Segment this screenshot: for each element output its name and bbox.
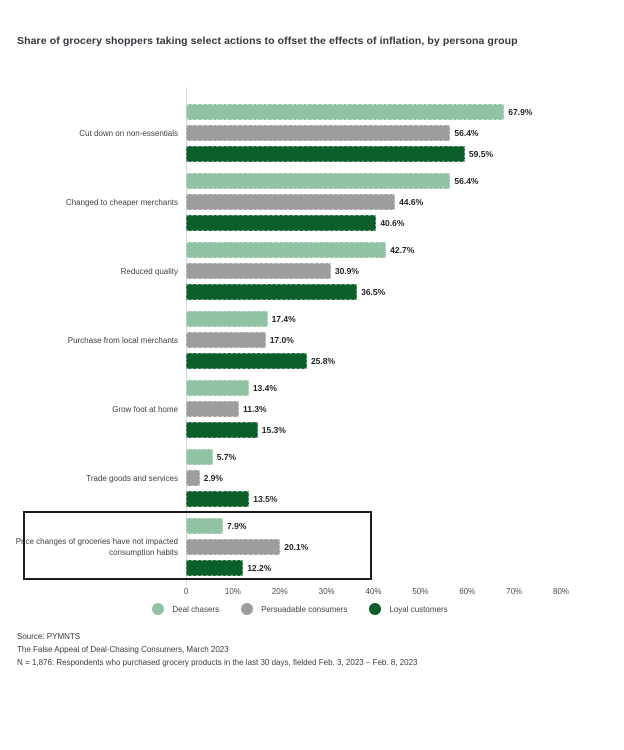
x-tick-label: 60% — [459, 587, 476, 596]
bar-value-label: 7.9% — [227, 521, 247, 531]
category-label: Purchase from local merchants — [67, 335, 178, 345]
footer-source: Source: PYMNTS — [17, 632, 81, 641]
footer-sample-note: N = 1,876: Respondents who purchased gro… — [17, 658, 418, 667]
x-tick-label: 20% — [271, 587, 288, 596]
bar-persuadable-consumers — [186, 263, 331, 279]
bar-persuadable-consumers — [186, 194, 396, 210]
category-label: Trade goods and services — [86, 473, 178, 483]
bar-value-label: 36.5% — [361, 287, 386, 297]
chart-footer: Source: PYMNTS The False Appeal of Deal-… — [17, 630, 611, 669]
bar-persuadable-consumers — [186, 125, 451, 141]
bar-deal-chasers — [186, 173, 451, 189]
legend-dot-icon — [241, 603, 254, 615]
bar-value-label: 56.4% — [454, 128, 479, 138]
bar-persuadable-consumers — [186, 539, 281, 555]
bar-loyal-customers — [186, 491, 250, 507]
bar-persuadable-consumers — [186, 470, 200, 486]
bar-value-label: 15.3% — [261, 425, 286, 435]
bar-deal-chasers — [186, 518, 224, 534]
legend-dot-icon — [369, 603, 382, 615]
bar-deal-chasers — [186, 104, 505, 120]
x-tick-label: 30% — [318, 587, 335, 596]
legend-item: Loyal customers — [369, 603, 448, 615]
bar-value-label: 5.7% — [216, 452, 237, 462]
bar-value-label: 56.4% — [454, 176, 479, 186]
bar-value-label: 25.8% — [310, 356, 336, 366]
bar-value-label: 42.7% — [390, 245, 415, 255]
category-label: Reduced quality — [120, 266, 178, 276]
bar-deal-chasers — [186, 311, 268, 327]
bar-value-label: 59.5% — [468, 149, 494, 159]
bar-loyal-customers — [186, 353, 307, 369]
bar-value-label: 20.1% — [284, 542, 309, 552]
bar-deal-chasers — [186, 449, 213, 465]
category-label: Grow foot at home — [112, 404, 178, 414]
x-tick-label: 10% — [224, 587, 241, 596]
legend-item: Persuadable consumers — [241, 603, 347, 615]
bar-value-label: 11.3% — [242, 404, 267, 414]
bar-value-label: 13.5% — [253, 494, 278, 504]
legend-label: Loyal customers — [389, 604, 448, 614]
bar-persuadable-consumers — [186, 332, 266, 348]
legend: Deal chasers Persuadable consumers Loyal c… — [0, 603, 612, 615]
bar-value-label: 17.0% — [269, 335, 294, 345]
bar-value-label: 40.6% — [380, 218, 405, 228]
bar-value-label: 2.9% — [203, 473, 223, 483]
bar-loyal-customers — [186, 146, 465, 162]
bar-value-label: 17.4% — [271, 314, 296, 324]
legend-dot-icon — [152, 603, 165, 615]
legend-label: Persuadable consumers — [261, 604, 348, 614]
bar-loyal-customers — [186, 422, 258, 438]
bar-value-label: 44.6% — [399, 197, 424, 207]
x-tick-label: 0 — [183, 587, 189, 596]
x-tick-label: 40% — [365, 587, 382, 596]
bar-value-label: 67.9% — [508, 107, 533, 117]
bar-value-label: 12.2% — [247, 563, 272, 573]
chart-title: Share of grocery shoppers taking select … — [17, 35, 518, 47]
highlight-box — [23, 511, 372, 580]
bar-deal-chasers — [186, 380, 249, 396]
x-tick-label: 80% — [552, 587, 570, 596]
legend-item: Deal chasers — [152, 603, 219, 615]
bar-loyal-customers — [186, 215, 377, 231]
legend-label: Deal chasers — [172, 604, 220, 614]
x-tick-label: 70% — [506, 587, 523, 596]
category-label: Price changes of groceries have not impa… — [15, 537, 178, 557]
footer-publication: The False Appeal of Deal-Chasing Consume… — [17, 645, 229, 654]
x-tick-label: 50% — [412, 587, 429, 596]
category-label: Cut down on non-essentials — [79, 128, 178, 138]
bar-value-label: 13.4% — [252, 383, 277, 393]
bar-persuadable-consumers — [186, 401, 239, 417]
bar-deal-chasers — [186, 242, 387, 258]
category-label: Changed to cheaper merchants — [65, 197, 178, 207]
bar-loyal-customers — [186, 560, 244, 576]
bar-value-label: 30.9% — [334, 266, 359, 276]
bar-loyal-customers — [186, 284, 358, 300]
